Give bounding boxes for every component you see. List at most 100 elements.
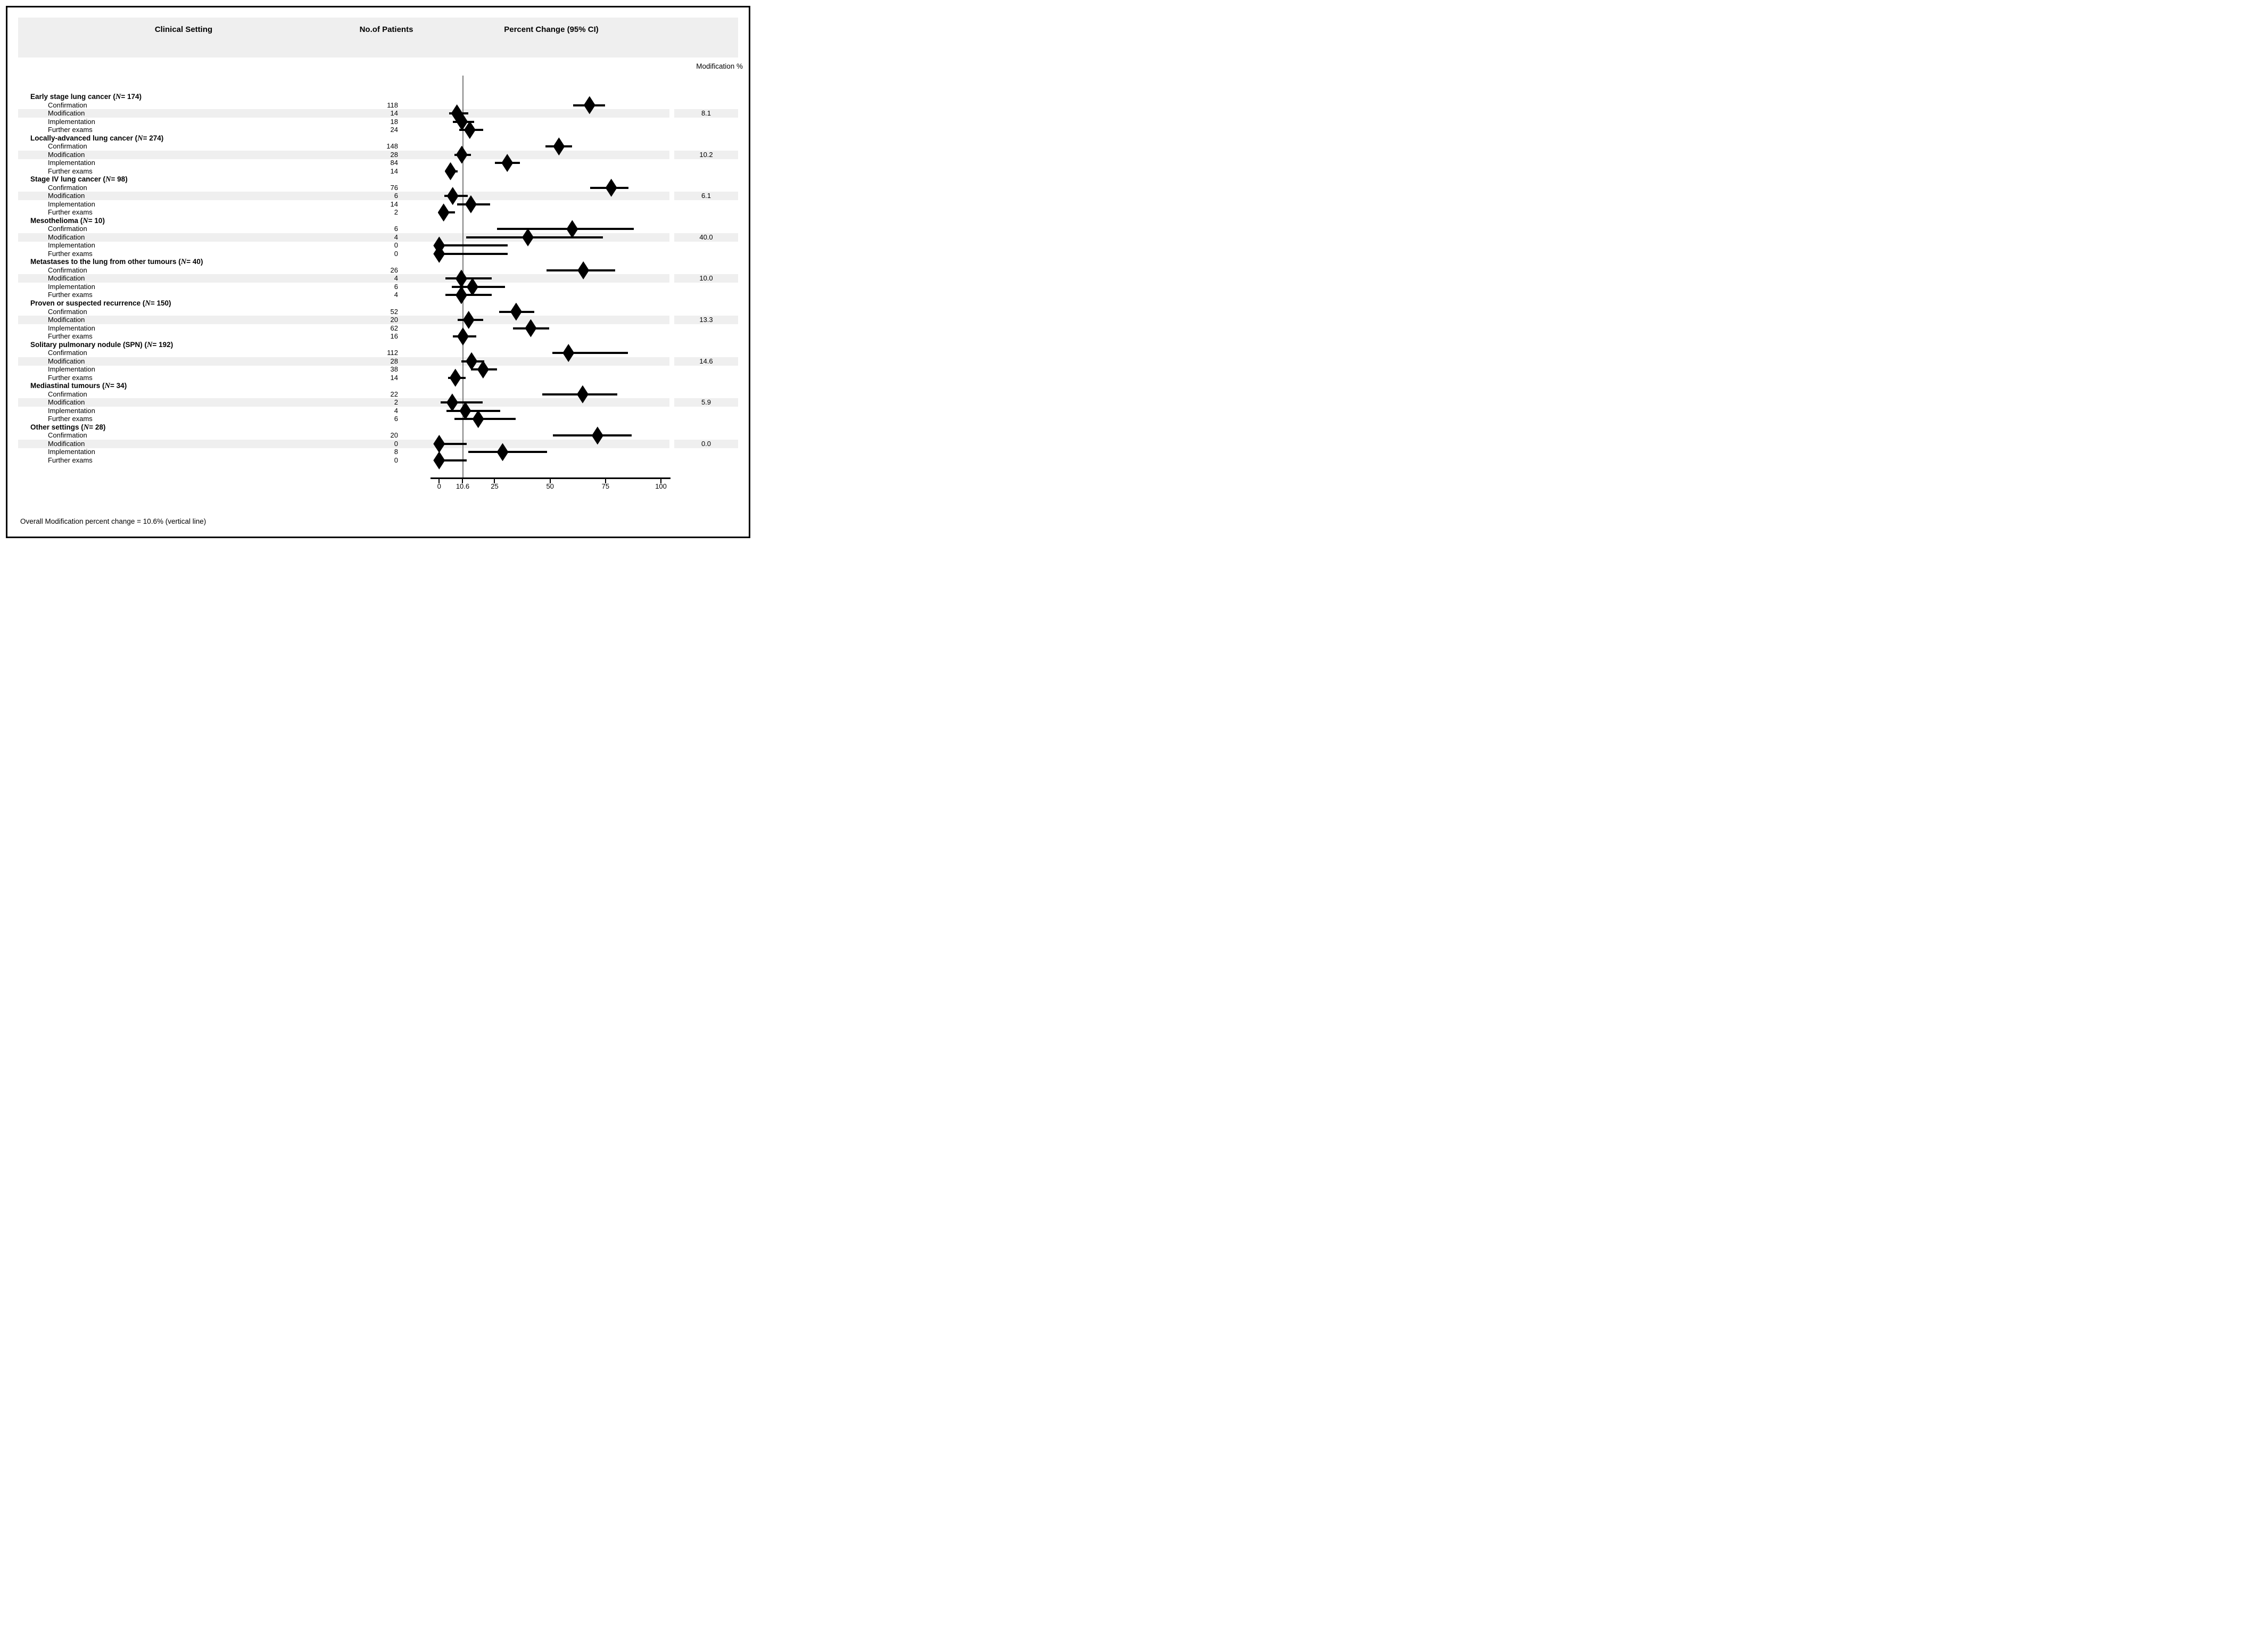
row-label: Further exams	[48, 456, 93, 464]
column-header-no-of-patients: No.of Patients	[359, 25, 413, 34]
patient-count: 8	[394, 448, 398, 456]
patient-count: 18	[390, 117, 398, 126]
diamond-marker	[437, 203, 450, 222]
row-band-right	[674, 274, 738, 283]
diamond-marker	[566, 220, 578, 238]
row-band	[18, 439, 669, 448]
row-band-right	[674, 357, 738, 366]
x-axis-tick-label: 75	[601, 482, 610, 490]
x-axis-tick	[494, 479, 495, 483]
ci-bar	[439, 252, 508, 255]
diamond-marker	[457, 327, 469, 346]
figure-border	[6, 6, 750, 538]
diamond-marker	[522, 228, 534, 246]
row-band	[18, 357, 669, 366]
row-label: Implementation	[48, 159, 95, 167]
row-label: Modification	[48, 233, 85, 241]
row-label: Confirmation	[48, 307, 87, 316]
group-label: Solitary pulmonary nodule (SPN) (N= 192)	[30, 340, 173, 349]
modification-percent-column-label: Modification %	[696, 62, 743, 70]
diamond-marker	[455, 269, 467, 288]
row-label: Implementation	[48, 324, 95, 332]
row-label: Modification	[48, 357, 85, 365]
diamond-marker	[462, 311, 475, 329]
x-axis-tick-label: 10.6	[456, 482, 470, 490]
patient-count: 4	[394, 274, 398, 283]
footnote: Overall Modification percent change = 10…	[20, 517, 206, 525]
diamond-marker	[477, 360, 489, 379]
x-axis-line	[431, 477, 671, 479]
diamond-marker	[465, 195, 477, 213]
diamond-marker	[496, 443, 509, 461]
row-band-right	[674, 398, 738, 407]
row-band	[18, 398, 669, 407]
row-band-right	[674, 192, 738, 201]
diamond-marker	[456, 145, 468, 164]
row-label: Implementation	[48, 200, 95, 208]
row-label: Confirmation	[48, 266, 87, 274]
group-label: Mediastinal tumours (N= 34)	[30, 382, 127, 391]
n-symbol: N	[82, 216, 88, 225]
row-label: Implementation	[48, 448, 95, 456]
diamond-marker	[449, 368, 461, 387]
row-label: Further exams	[48, 373, 93, 382]
patient-count: 76	[390, 183, 398, 192]
diamond-marker	[459, 401, 471, 420]
patient-count: 4	[394, 291, 398, 299]
row-label: Confirmation	[48, 101, 87, 109]
row-label: Further exams	[48, 291, 93, 299]
patient-count: 148	[386, 142, 398, 151]
x-axis-tick	[462, 479, 463, 483]
row-band	[18, 192, 669, 201]
ci-bar	[439, 442, 467, 445]
diamond-marker	[446, 187, 459, 205]
row-band-right	[674, 150, 738, 159]
patient-count: 6	[394, 415, 398, 423]
row-label: Further exams	[48, 126, 93, 134]
row-label: Further exams	[48, 167, 93, 175]
modification-value: 14.6	[699, 357, 713, 365]
x-axis-tick	[605, 479, 606, 483]
row-band-right	[674, 109, 738, 118]
n-symbol: N	[104, 382, 111, 391]
patient-count: 28	[390, 357, 398, 365]
ci-bar	[552, 352, 628, 355]
row-label: Confirmation	[48, 225, 87, 233]
patient-count: 20	[390, 431, 398, 440]
row-label: Implementation	[48, 282, 95, 291]
diamond-marker	[466, 352, 478, 370]
patient-count: 22	[390, 390, 398, 398]
diamond-marker	[501, 154, 514, 172]
row-band	[18, 233, 669, 242]
patient-count: 0	[394, 456, 398, 464]
ci-bar	[445, 294, 492, 296]
patient-count: 16	[390, 332, 398, 341]
patient-count: 2	[394, 208, 398, 217]
n-symbol: N	[83, 423, 89, 432]
patient-count: 14	[390, 109, 398, 118]
diamond-marker	[433, 244, 445, 263]
x-axis-tick-label: 50	[546, 482, 554, 490]
diamond-marker	[525, 319, 537, 337]
row-label: Modification	[48, 192, 85, 200]
patient-count: 38	[390, 365, 398, 374]
row-label: Further exams	[48, 249, 93, 258]
patient-count: 118	[387, 101, 398, 109]
column-header-band	[18, 18, 738, 57]
ci-bar	[439, 459, 467, 461]
patient-count: 0	[394, 241, 398, 250]
patient-count: 84	[390, 159, 398, 167]
row-label: Confirmation	[48, 431, 87, 440]
modification-value: 10.2	[699, 150, 713, 159]
row-label: Modification	[48, 109, 85, 118]
diamond-marker	[562, 344, 575, 362]
patient-count: 6	[394, 192, 398, 200]
modification-value: 40.0	[699, 233, 713, 241]
ci-bar	[466, 236, 603, 238]
row-band-right	[674, 439, 738, 448]
patient-count: 20	[390, 316, 398, 324]
group-label: Stage IV lung cancer (N= 98)	[30, 175, 128, 184]
row-label: Implementation	[48, 117, 95, 126]
diamond-marker	[463, 121, 476, 139]
ci-bar	[439, 244, 508, 247]
